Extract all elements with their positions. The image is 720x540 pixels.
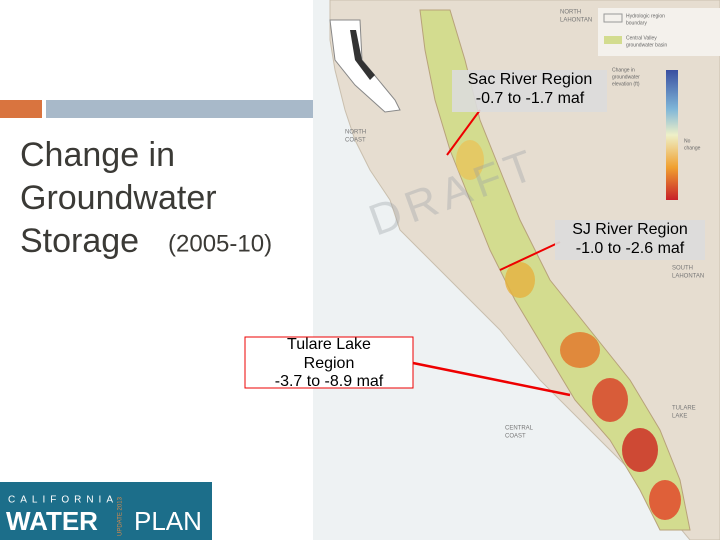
spot <box>592 378 628 422</box>
title-period: (2005-10) <box>168 230 272 257</box>
spot <box>622 428 658 472</box>
logo-side: UPDATE 2013 <box>118 496 124 536</box>
legend-text: Change in <box>612 67 635 73</box>
callout-box <box>244 336 414 389</box>
region-label: TULARE <box>672 406 696 412</box>
callout-text: -0.7 to -1.7 maf <box>476 90 585 107</box>
legend-text: No <box>684 138 691 144</box>
logo-background <box>0 482 212 540</box>
callout-text: SJ River Region <box>572 221 688 238</box>
callout-line <box>412 361 571 397</box>
callout-box <box>555 220 705 260</box>
logo-left: WATER <box>6 506 98 536</box>
inset-highlight <box>350 30 375 80</box>
legend-swatch <box>604 36 622 44</box>
logo: CALIFORNIA WATER PLAN UPDATE 2013 <box>0 482 212 540</box>
region-label: LAHONTAN <box>672 274 704 280</box>
header-bar <box>46 100 314 118</box>
callout-text: -3.7 to -8.9 maf <box>275 373 384 390</box>
legend-swatch <box>603 13 623 23</box>
legend-text: elevation (ft) <box>612 81 640 87</box>
logo-top: CALIFORNIA <box>8 495 118 506</box>
callout-text: Sac River Region <box>468 71 593 88</box>
callout-line <box>499 241 561 271</box>
region-label: COAST <box>505 434 526 440</box>
region-label: LAKE <box>672 414 687 420</box>
title-line: Groundwater <box>20 179 217 217</box>
legend-text: groundwater basin <box>626 42 667 48</box>
callout-text: -1.0 to -2.6 maf <box>576 240 685 257</box>
legend-box <box>598 8 720 56</box>
spot <box>456 140 484 180</box>
callout-text: Region <box>304 355 355 372</box>
callout-text: Tulare Lake <box>287 336 371 353</box>
legend-text: boundary <box>626 20 647 26</box>
title-line: Storage <box>20 222 139 260</box>
region-label: LAHONTAN <box>560 18 592 24</box>
callout-line <box>446 109 481 156</box>
region-label: NORTH <box>560 10 581 16</box>
callout-box <box>452 70 607 112</box>
accent-bar <box>0 100 42 118</box>
logo-right: PLAN <box>134 506 202 536</box>
title-line: Change in <box>20 136 175 174</box>
spot <box>505 262 535 298</box>
region-label: CENTRAL <box>505 426 534 432</box>
legend-scale <box>666 70 678 200</box>
legend-text: change <box>684 145 701 151</box>
legend-text: groundwater <box>612 74 640 80</box>
region-label: COAST <box>345 138 366 144</box>
legend-text: Hydrologic region <box>626 13 665 19</box>
region-label: SOUTH <box>672 266 693 272</box>
spot <box>649 480 681 520</box>
spot <box>560 332 600 368</box>
decline-spots <box>456 140 681 520</box>
region-label: NORTH <box>345 130 366 136</box>
legend-text: Central Valley <box>626 35 657 41</box>
